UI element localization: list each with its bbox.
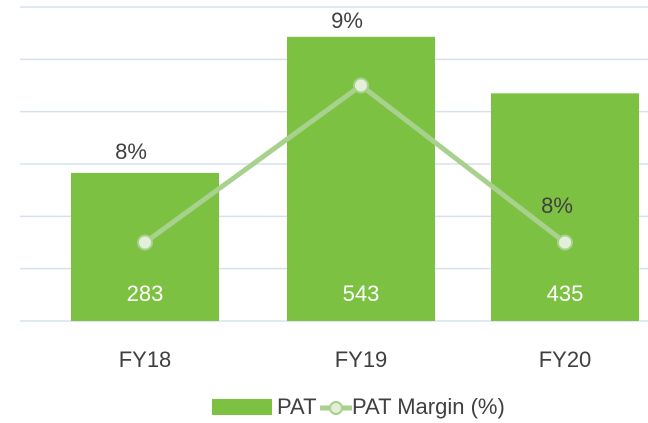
x-tick-label: FY18 [119,347,172,372]
line-marker [137,234,153,251]
legend-label: PAT [277,394,317,419]
x-tick-label: FY20 [539,347,592,372]
legend-marker [329,401,343,415]
bar-value-label: 435 [547,281,584,306]
bar-value-label: 543 [343,281,380,306]
line-value-label: 8% [541,193,573,218]
line-value-label: 8% [115,139,147,164]
x-tick-label: FY19 [335,347,388,372]
line-value-label: 9% [331,8,363,33]
line-marker [557,234,573,251]
legend-label: PAT Margin (%) [352,394,505,419]
bar-value-label: 283 [127,281,164,306]
legend-swatch [212,399,272,415]
line-marker [353,77,369,94]
